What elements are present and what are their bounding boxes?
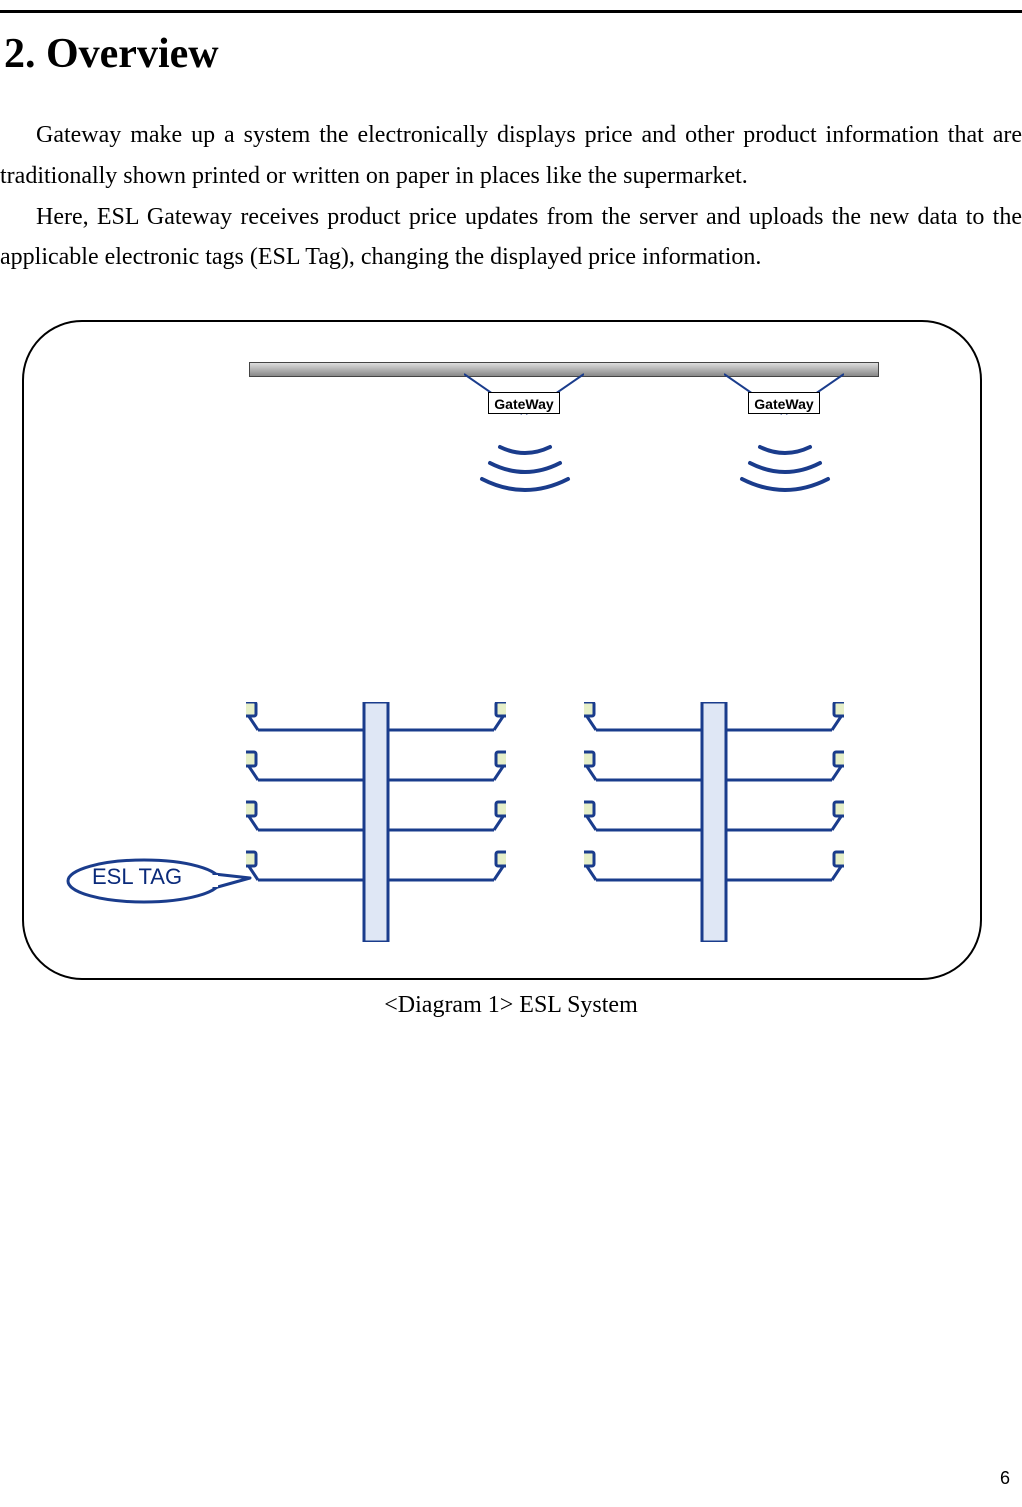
page-number: 6 — [1000, 1468, 1010, 1489]
signal-waves-icon — [730, 437, 840, 497]
paragraph-2: Here, ESL Gateway receives product price… — [0, 197, 1022, 279]
diagram-caption: <Diagram 1> ESL System — [0, 992, 1022, 1019]
esl-tag-label: ESL TAG — [92, 864, 182, 890]
top-rule — [0, 10, 1022, 13]
signal-waves-icon — [470, 437, 580, 497]
gateway-mount-2: GateWay — [724, 374, 844, 434]
paragraph-1: Gateway make up a system the electronica… — [0, 115, 1022, 197]
gateway-label-1: GateWay — [488, 392, 560, 414]
body-text: Gateway make up a system the electronica… — [0, 115, 1022, 278]
shelf-unit-1 — [246, 702, 506, 942]
diagram-frame: GateWay GateWay — [22, 320, 982, 980]
section-heading: 2. Overview — [4, 30, 219, 78]
esl-tag-bubble: ESL TAG — [64, 858, 244, 904]
gateway-mount-1: GateWay — [464, 374, 584, 434]
shelf-unit-2 — [584, 702, 844, 942]
gateway-label-2: GateWay — [748, 392, 820, 414]
